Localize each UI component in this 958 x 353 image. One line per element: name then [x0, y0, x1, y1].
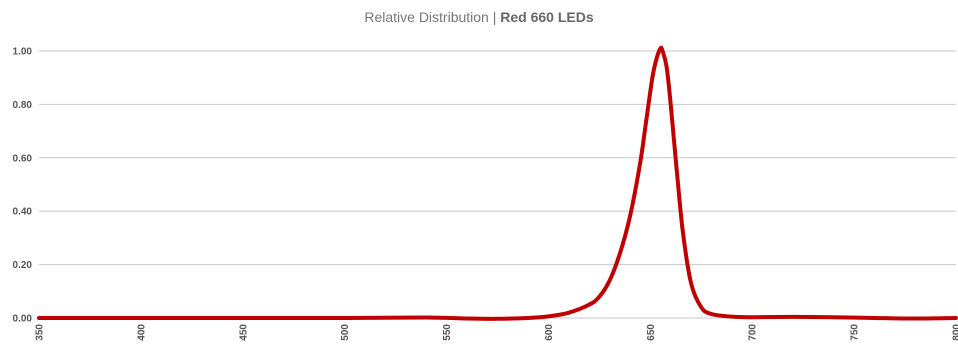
x-tick-label: 750 [850, 324, 861, 341]
x-tick-label: 400 [136, 324, 147, 341]
x-tick-label: 450 [238, 324, 249, 341]
y-tick-label: 0.00 [13, 314, 33, 325]
x-tick-label: 550 [442, 324, 453, 341]
x-tick-label: 350 [35, 324, 46, 341]
grid-lines [39, 50, 956, 319]
y-axis-ticks: 0.00 0.20 0.40 0.60 0.80 1.00 [13, 47, 33, 325]
y-tick-label: 0.60 [13, 153, 33, 164]
y-tick-label: 1.00 [13, 47, 33, 58]
series-line [37, 45, 958, 321]
y-tick-label: 0.40 [13, 207, 33, 218]
y-tick-label: 0.20 [13, 260, 33, 271]
x-tick-label: 800 [952, 324, 958, 341]
chart-title-bold: Red 660 LEDs [500, 9, 594, 25]
x-tick-label: 700 [748, 324, 759, 341]
x-tick-label: 500 [340, 324, 351, 341]
x-tick-label: 600 [544, 324, 555, 341]
x-axis-ticks: 350 400 450 500 550 600 650 700 750 800 [35, 324, 958, 341]
chart-title: Relative Distribution | Red 660 LEDs [0, 9, 958, 25]
x-tick-label: 650 [646, 324, 657, 341]
y-tick-label: 0.80 [13, 100, 33, 111]
chart-title-main: Relative Distribution | [364, 9, 501, 25]
